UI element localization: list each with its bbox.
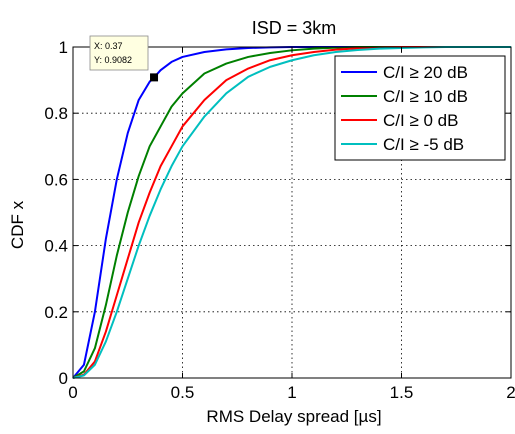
datatip-box	[89, 35, 149, 71]
ticks-layer: 0 0.5 1 1.5 2 0 0.2 0.4 0.6 0.8 1	[44, 38, 515, 402]
datatip-marker	[150, 73, 159, 82]
y-tick-label: 0.4	[44, 237, 68, 256]
series-line-3	[72, 46, 511, 379]
datatip-y-label: Y: 0.9082	[94, 55, 132, 65]
series-line-2	[72, 46, 511, 379]
legend: C/I ≥ 20 dB C/I ≥ 10 dB C/I ≥ 0 dB C/I ≥ -5…	[334, 55, 506, 161]
x-tick-label: 1	[287, 383, 296, 402]
x-tick-label: 1.5	[390, 383, 414, 402]
legend-label-3: C/I ≥ -5 dB	[383, 135, 464, 154]
x-tick-label: 2	[506, 383, 515, 402]
datatip-x-label: X: 0.37	[94, 41, 123, 51]
x-tick-label: 0.5	[171, 383, 195, 402]
legend-label-0: C/I ≥ 20 dB	[383, 63, 468, 82]
y-tick-label: 1	[59, 38, 68, 57]
legend-label-1: C/I ≥ 10 dB	[383, 87, 468, 106]
y-tick-label: 0.6	[44, 170, 68, 189]
y-tick-label: 0.2	[44, 303, 68, 322]
datatip[interactable]: X: 0.37 Y: 0.9082	[89, 35, 159, 82]
legend-label-2: C/I ≥ 0 dB	[383, 111, 458, 130]
legend-box	[334, 55, 506, 161]
x-tick-label: 0	[68, 383, 77, 402]
series-line-1	[72, 46, 511, 379]
y-axis-label: CDF x	[8, 200, 27, 249]
axes-layer	[72, 46, 512, 379]
x-axis-label: RMS Delay spread [µs]	[206, 407, 381, 426]
y-tick-label: 0.8	[44, 104, 68, 123]
y-tick-label: 0	[59, 369, 68, 388]
chart-title: ISD = 3km	[252, 18, 337, 38]
